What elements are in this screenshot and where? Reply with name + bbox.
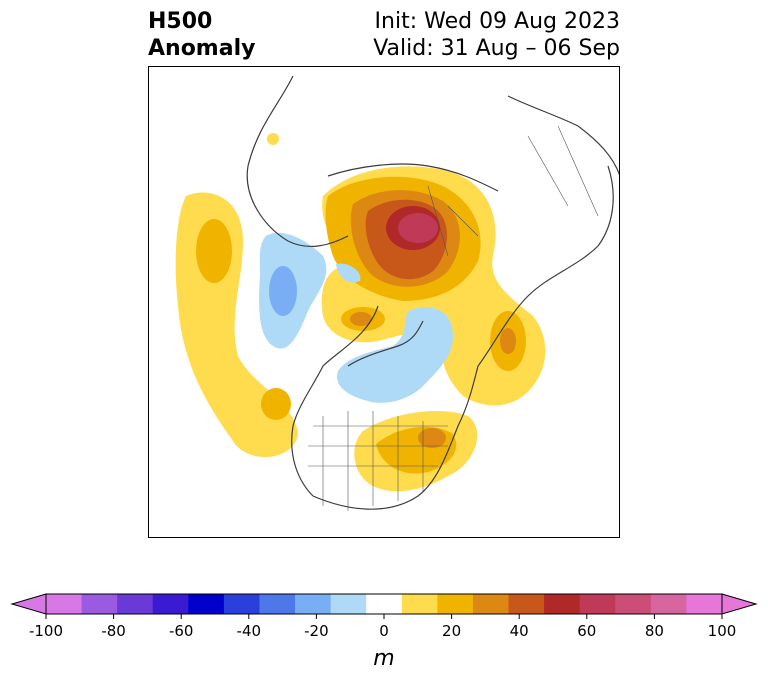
colorbar-tick-label: -80 bbox=[101, 622, 126, 640]
colorbar-tick-label: 80 bbox=[645, 622, 664, 640]
colorbar-cell bbox=[437, 594, 474, 614]
anomaly-map bbox=[148, 66, 620, 538]
colorbar-extend-high bbox=[721, 593, 758, 615]
colorbar-cell bbox=[81, 594, 118, 614]
colorbar-cell bbox=[366, 594, 403, 614]
colorbar-tick-label: 40 bbox=[510, 622, 529, 640]
colorbar-cell bbox=[223, 594, 260, 614]
colorbar-tick-label: 100 bbox=[708, 622, 737, 640]
chart-dates: Init: Wed 09 Aug 2023 Valid: 31 Aug – 06… bbox=[373, 8, 620, 62]
colorbar-tick-label: -40 bbox=[237, 622, 262, 640]
colorbar-cell bbox=[295, 594, 332, 614]
colorbar-tick-label: -60 bbox=[169, 622, 194, 640]
colorbar-cell bbox=[401, 594, 438, 614]
colorbar-tick-label: -20 bbox=[304, 622, 329, 640]
colorbar-unit: m bbox=[373, 646, 395, 671]
valid-range: Valid: 31 Aug – 06 Sep bbox=[373, 36, 620, 61]
colorbar-cell bbox=[117, 594, 154, 614]
colorbar-cell bbox=[579, 594, 616, 614]
colorbar-cell bbox=[650, 594, 687, 614]
title-field: Anomaly bbox=[148, 36, 256, 61]
colorbar-cell bbox=[330, 594, 367, 614]
colorbar-cell bbox=[472, 594, 510, 614]
anomaly-pos-60 bbox=[398, 213, 438, 243]
colorbar-extend-low bbox=[10, 593, 47, 615]
colorbar-cell bbox=[259, 594, 296, 614]
chart-title: H500 Anomaly bbox=[148, 8, 255, 62]
colorbar-cell bbox=[615, 594, 652, 614]
colorbar-cell bbox=[46, 594, 83, 614]
colorbar-tick-label: 0 bbox=[379, 622, 389, 640]
colorbar: -100 -80 -60 -40 -20 0 20 40 60 80 100 bbox=[10, 593, 758, 640]
colorbar-tick-label: 20 bbox=[442, 622, 461, 640]
colorbar-tick-label: -100 bbox=[29, 622, 63, 640]
borders bbox=[308, 125, 599, 511]
colorbar-cell bbox=[508, 594, 545, 614]
colorbar-tick-label: 60 bbox=[577, 622, 596, 640]
colorbar-cell bbox=[188, 594, 225, 614]
colorbar-cell bbox=[686, 594, 723, 614]
init-date: Init: Wed 09 Aug 2023 bbox=[374, 9, 620, 34]
colorbar-cell bbox=[544, 594, 581, 614]
coastlines bbox=[246, 75, 620, 510]
anomaly-neg-20 bbox=[269, 266, 297, 316]
colorbar-cell bbox=[152, 594, 189, 614]
title-variable: H500 bbox=[148, 9, 213, 34]
